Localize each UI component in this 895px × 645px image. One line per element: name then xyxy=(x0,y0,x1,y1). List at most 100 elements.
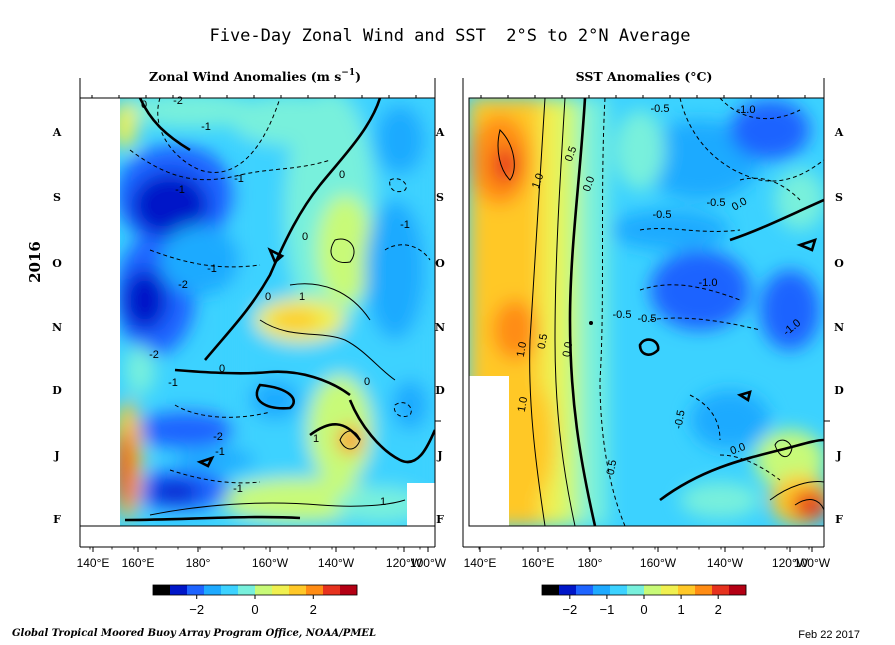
colorbar-swatch xyxy=(153,585,171,595)
x-tick-label: 160°W xyxy=(252,556,289,570)
contour-label: 1 xyxy=(313,433,319,445)
colorbar-swatch xyxy=(238,585,256,595)
colorbar-swatch xyxy=(729,585,747,595)
y-tick-label-right: D xyxy=(834,384,844,397)
contour-label: 0 xyxy=(364,376,370,388)
contour-label: 1 xyxy=(299,291,305,303)
wind-contour-labels: -2 -1 -1 -1 -1 -2 -2 0 0 0 0 0 1 1 -1 -1 -2 -1 1 0 -1 xyxy=(141,95,410,508)
x-tick-label: 120°W xyxy=(772,556,809,570)
y-tick-label-right: N xyxy=(435,321,445,334)
date-stamp: Feb 22 2017 xyxy=(798,629,860,641)
contour-label: 1.0 xyxy=(516,396,530,413)
y-tick-label: D xyxy=(52,384,62,397)
contour-label: -2 xyxy=(149,349,159,361)
y-tick-label-right: A xyxy=(435,126,445,139)
colorbar-swatch xyxy=(627,585,645,595)
sst-panel-title: SST Anomalies (°C) xyxy=(576,69,713,84)
sst-colorbar: −2 −1 0 1 2 xyxy=(541,584,747,617)
colorbar-swatch xyxy=(340,585,358,595)
colorbar-tick-label: 2 xyxy=(715,602,722,617)
colorbar-swatch xyxy=(542,585,560,595)
contour-label: -0.5 xyxy=(707,197,726,209)
wind-field xyxy=(113,98,435,526)
contour-label: -0.5 xyxy=(672,409,687,430)
contour-label: -0.5 xyxy=(653,209,672,221)
colorbar-tick-label: −2 xyxy=(562,602,577,617)
y-tick-label-right: N xyxy=(834,321,844,334)
x-tick-label: 140°E xyxy=(77,556,110,570)
contour-label: 0 xyxy=(339,169,345,181)
y-tick-label-right: S xyxy=(835,191,843,204)
contour-label: 1.0 xyxy=(530,172,547,190)
y-tick-label: S xyxy=(53,191,61,204)
colorbar-swatch xyxy=(644,585,662,595)
colorbar-tick-label: −2 xyxy=(189,602,204,617)
wind-missing-west xyxy=(80,98,120,526)
y-tick-label: O xyxy=(52,257,62,270)
y-tick-label: A xyxy=(52,126,62,139)
x-tick-label: 180° xyxy=(578,556,603,570)
x-tick-label: 180° xyxy=(186,556,211,570)
colorbar-swatch xyxy=(289,585,307,595)
contour-label: 1.0 xyxy=(515,341,529,358)
contour-label: -1 xyxy=(215,446,225,458)
sst-mark xyxy=(589,321,593,325)
sst-contour-labels: -0.5 -1.00.50.01.0-0.5-0.5 0.0-0.5-1.0-0.5… xyxy=(515,103,803,476)
contour-label: -0.5 xyxy=(651,103,670,115)
y-tick-label-right: F xyxy=(436,513,444,526)
y-tick-label-right: J xyxy=(835,449,841,462)
colorbar-swatch xyxy=(695,585,713,595)
x-tick-label: 120°W xyxy=(386,556,423,570)
sst-missing-southwest xyxy=(469,376,509,526)
y-tick-label-right: A xyxy=(834,126,844,139)
y-tick-label: J xyxy=(53,449,59,462)
colorbar-swatch xyxy=(712,585,730,595)
contour-label: -1 xyxy=(201,121,211,133)
year-label: 2016 xyxy=(26,241,44,283)
contour-label: -1.0 xyxy=(737,104,756,116)
wind-colorbar: −2 0 2 xyxy=(152,584,358,617)
y-tick-label-right: O xyxy=(834,257,844,270)
y-tick-label: N xyxy=(52,321,62,334)
y-tick-label-right: J xyxy=(436,449,442,462)
colorbar-tick-label: −1 xyxy=(599,602,614,617)
wind-missing-east xyxy=(407,483,435,526)
colorbar-swatch xyxy=(170,585,188,595)
contour-label: -1 xyxy=(233,483,243,495)
credit-line: Global Tropical Moored Buoy Array Progra… xyxy=(12,628,376,639)
contour-label: 0.5 xyxy=(605,459,619,476)
contour-label: 1 xyxy=(380,496,386,508)
contour-label: -1 xyxy=(207,263,217,275)
x-tick-label: 100°W xyxy=(410,556,447,570)
contour-label: -1 xyxy=(175,184,185,196)
contour-label: -2 xyxy=(178,279,188,291)
x-tick-label: 100°W xyxy=(794,556,831,570)
contour-label: 0 xyxy=(141,99,147,111)
contour-label: -2 xyxy=(213,431,223,443)
y-tick-label: F xyxy=(53,513,61,526)
colorbar-tick-label: 2 xyxy=(310,602,317,617)
colorbar-swatch xyxy=(576,585,594,595)
contour-label: -1 xyxy=(234,173,244,185)
contour-label: 0 xyxy=(302,231,308,243)
y-tick-label-right: S xyxy=(436,191,444,204)
colorbar-swatch xyxy=(678,585,696,595)
colorbar-tick-label: 1 xyxy=(677,602,684,617)
colorbar-swatch xyxy=(661,585,679,595)
colorbar-tick-label: 0 xyxy=(251,602,258,617)
contour-label: 0.0 xyxy=(581,175,598,193)
x-tick-label: 160°E xyxy=(122,556,155,570)
wind-contours xyxy=(124,98,435,522)
colorbar-swatch xyxy=(559,585,577,595)
contour-label: 0.0 xyxy=(561,341,575,358)
figure-title: Five-Day Zonal Wind and SST 2°S to 2°N A… xyxy=(209,26,690,46)
colorbar-tick-label: 0 xyxy=(640,602,647,617)
colorbar-swatch xyxy=(610,585,628,595)
colorbar-swatch xyxy=(204,585,222,595)
colorbar-swatch xyxy=(306,585,324,595)
x-tick-label: 160°W xyxy=(640,556,677,570)
colorbar-swatch xyxy=(255,585,273,595)
